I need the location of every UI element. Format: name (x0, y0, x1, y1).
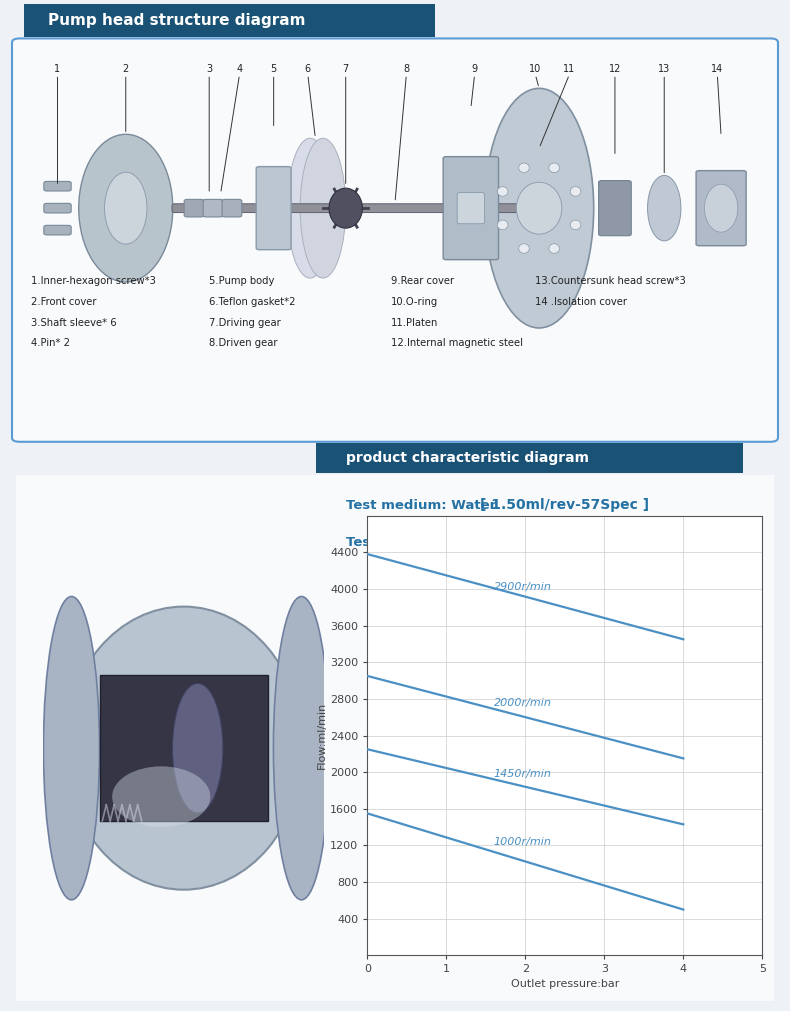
Ellipse shape (300, 139, 346, 278)
Text: 6: 6 (305, 65, 310, 75)
FancyBboxPatch shape (696, 171, 746, 246)
Text: Pump head structure diagram: Pump head structure diagram (48, 13, 306, 28)
X-axis label: Outlet pressure:bar: Outlet pressure:bar (510, 979, 619, 989)
Ellipse shape (172, 683, 223, 813)
FancyBboxPatch shape (44, 225, 71, 235)
FancyBboxPatch shape (12, 38, 778, 442)
FancyBboxPatch shape (443, 157, 498, 260)
Ellipse shape (519, 244, 529, 254)
Ellipse shape (104, 172, 147, 244)
FancyBboxPatch shape (599, 181, 631, 236)
FancyBboxPatch shape (457, 192, 484, 223)
Ellipse shape (705, 184, 738, 233)
Ellipse shape (273, 596, 329, 900)
Ellipse shape (648, 176, 681, 241)
Ellipse shape (79, 134, 173, 282)
Ellipse shape (570, 187, 581, 196)
FancyBboxPatch shape (222, 199, 242, 217)
FancyBboxPatch shape (172, 204, 519, 212)
Text: 6.Teflon gasket*2: 6.Teflon gasket*2 (209, 297, 295, 306)
Text: 3: 3 (206, 65, 213, 75)
Ellipse shape (519, 163, 529, 173)
Bar (100, 675, 268, 821)
Text: 12: 12 (609, 65, 621, 75)
Text: 1.Inner-hexagon screw*3: 1.Inner-hexagon screw*3 (31, 276, 156, 286)
FancyBboxPatch shape (44, 203, 71, 213)
Ellipse shape (484, 88, 594, 328)
Text: 4: 4 (236, 65, 243, 75)
Text: 9.Rear cover: 9.Rear cover (391, 276, 454, 286)
Text: 1450r/min: 1450r/min (494, 769, 551, 779)
FancyBboxPatch shape (0, 1, 468, 40)
Text: product characteristic diagram: product characteristic diagram (346, 451, 589, 465)
FancyBboxPatch shape (184, 199, 204, 217)
Text: 8.Driven gear: 8.Driven gear (209, 339, 278, 349)
Text: 13.Countersunk head screw*3: 13.Countersunk head screw*3 (536, 276, 686, 286)
FancyBboxPatch shape (282, 441, 777, 475)
Text: 8: 8 (404, 65, 409, 75)
Text: 9: 9 (472, 65, 478, 75)
Text: Test temperature: Ordinary temperature: Test temperature: Ordinary temperature (346, 536, 650, 549)
Ellipse shape (498, 187, 508, 196)
Text: 2.Front cover: 2.Front cover (31, 297, 96, 306)
Ellipse shape (549, 244, 559, 254)
Text: 5.Pump body: 5.Pump body (209, 276, 275, 286)
FancyBboxPatch shape (203, 199, 223, 217)
Title: [ 1.50ml/rev-57Spec ]: [ 1.50ml/rev-57Spec ] (480, 497, 649, 512)
Text: 13: 13 (658, 65, 671, 75)
Text: 10.O-ring: 10.O-ring (391, 297, 438, 306)
Text: 5: 5 (270, 65, 276, 75)
Text: 10: 10 (529, 65, 541, 75)
Ellipse shape (498, 220, 508, 229)
Text: 11.Platen: 11.Platen (391, 317, 438, 328)
Text: 7: 7 (343, 65, 349, 75)
Text: 2: 2 (122, 65, 129, 75)
Y-axis label: Flow:ml/min: Flow:ml/min (318, 702, 327, 769)
Ellipse shape (570, 220, 581, 229)
Ellipse shape (549, 163, 559, 173)
Ellipse shape (112, 766, 210, 827)
Text: 1000r/min: 1000r/min (494, 837, 551, 847)
Ellipse shape (329, 188, 363, 228)
Text: 11: 11 (563, 65, 576, 75)
Text: 14: 14 (711, 65, 724, 75)
Text: 2000r/min: 2000r/min (494, 698, 551, 708)
Text: Test medium: Water: Test medium: Water (346, 498, 496, 512)
Text: 1: 1 (55, 65, 61, 75)
Text: 7.Driving gear: 7.Driving gear (209, 317, 281, 328)
Text: 4.Pin* 2: 4.Pin* 2 (31, 339, 70, 349)
Text: 2900r/min: 2900r/min (494, 582, 551, 592)
Ellipse shape (43, 596, 100, 900)
Ellipse shape (517, 182, 562, 235)
Text: 12.Internal magnetic steel: 12.Internal magnetic steel (391, 339, 523, 349)
Ellipse shape (288, 139, 333, 278)
FancyBboxPatch shape (44, 181, 71, 191)
Text: 3.Shaft sleeve* 6: 3.Shaft sleeve* 6 (31, 317, 117, 328)
Text: 14 .Isolation cover: 14 .Isolation cover (536, 297, 627, 306)
Ellipse shape (65, 607, 303, 890)
FancyBboxPatch shape (12, 472, 778, 1004)
FancyBboxPatch shape (256, 167, 291, 250)
